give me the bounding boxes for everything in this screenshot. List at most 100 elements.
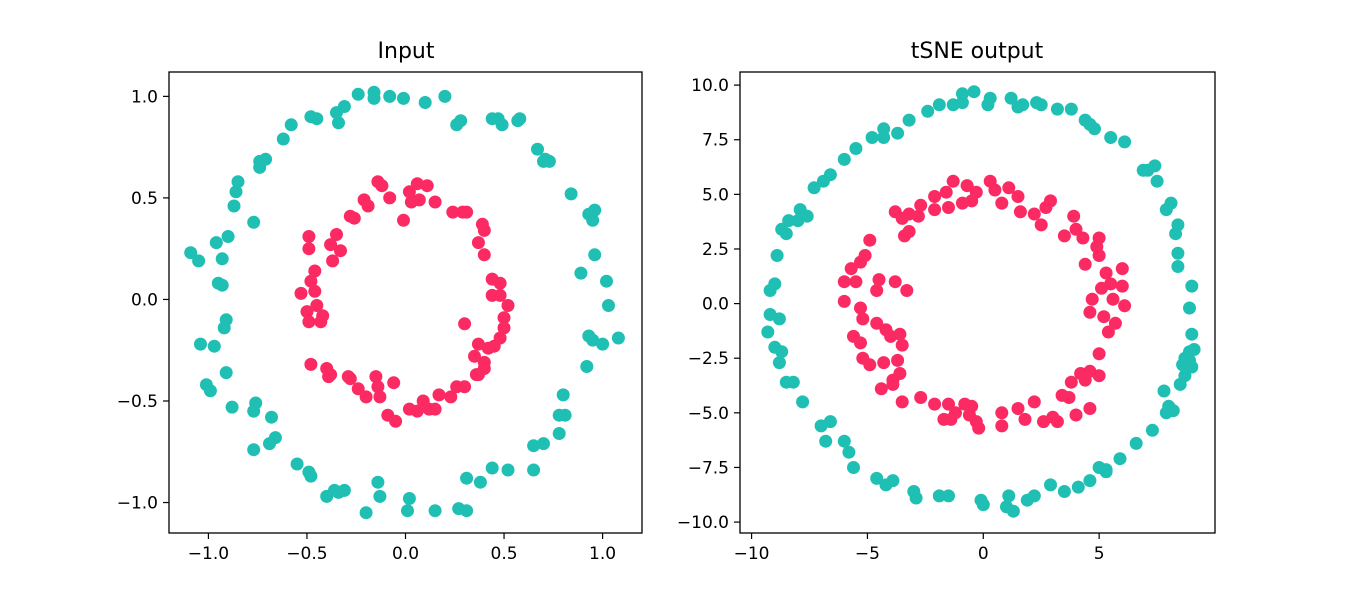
tsne-series-0-point <box>1183 301 1196 315</box>
tsne-series-1-point <box>1099 266 1113 280</box>
tsne-series-0-point <box>782 214 796 228</box>
tsne-series-0-point <box>1057 485 1071 498</box>
input-series-0-point <box>401 504 414 518</box>
tsne-series-1-point <box>893 327 907 341</box>
tsne-series-0-point <box>1118 135 1132 149</box>
tsne-series-1-point <box>995 406 1009 420</box>
tsne-y-tick-label: 0.0 <box>702 295 729 315</box>
input-series-1-point <box>371 380 385 394</box>
tsne-series-0-point <box>976 498 990 512</box>
tsne-series-1-point <box>895 338 909 352</box>
tsne-series-0-point <box>865 131 879 144</box>
input-chart-title: Input <box>378 39 435 64</box>
tsne-series-0-point <box>1185 327 1199 341</box>
tsne-series-0-point <box>1044 478 1057 492</box>
input-series-0-point <box>537 437 550 451</box>
input-series-1-point <box>497 321 511 335</box>
input-series-0-point <box>332 485 345 499</box>
input-series-1-point <box>397 213 410 227</box>
tsne-series-0-point <box>842 445 856 459</box>
input-series-1-point <box>458 380 472 394</box>
tsne-series-0-point <box>847 461 860 474</box>
input-series-1-point <box>308 264 322 278</box>
input-y-tick-label: −0.5 <box>117 392 158 412</box>
tsne-series-1-point <box>895 395 909 409</box>
tsne-x-tick-label: −10 <box>734 544 770 564</box>
tsne-series-1-point <box>863 358 877 372</box>
tsne-series-1-point <box>1078 257 1092 271</box>
input-series-0-point <box>513 112 527 126</box>
input-series-1-point <box>475 217 489 231</box>
tsne-series-0-point <box>1150 174 1164 188</box>
input-series-0-point <box>304 110 318 124</box>
tsne-series-1-point <box>928 203 942 217</box>
input-series-0-point <box>501 463 515 477</box>
tsne-series-0-point <box>772 356 786 370</box>
input-series-0-point <box>207 339 221 353</box>
input-series-0-point <box>402 492 416 505</box>
input-series-1-point <box>330 228 343 241</box>
tsne-series-0-point <box>1178 351 1192 365</box>
tsne-series-1-point <box>1115 262 1129 276</box>
input-series-0-point <box>438 89 452 103</box>
input-series-1-point <box>501 299 515 312</box>
input-series-0-point <box>460 504 474 518</box>
tsne-series-1-point <box>837 275 851 289</box>
input-series-0-point <box>194 337 207 351</box>
tsne-series-0-point <box>1000 500 1013 514</box>
input-series-0-point <box>582 329 596 343</box>
tsne-series-1-point <box>1083 402 1097 415</box>
tsne-series-0-point <box>891 126 905 140</box>
input-series-1-point <box>310 299 324 312</box>
tsne-y-tick-label: −5.0 <box>688 404 729 424</box>
tsne-series-0-point <box>1136 163 1150 177</box>
tsne-series-1-point <box>837 294 851 308</box>
input-series-1-point <box>369 370 383 384</box>
input-series-0-point <box>602 299 615 312</box>
tsne-series-1-point <box>1011 402 1025 415</box>
input-x-tick-label: 0.5 <box>491 544 518 564</box>
tsne-series-0-point <box>981 98 995 112</box>
input-y-tick-label: 0.0 <box>131 290 158 310</box>
input-series-1-point <box>477 248 491 262</box>
input-series-1-point <box>373 390 387 404</box>
tsne-series-1-point <box>1013 205 1027 219</box>
input-series-1-point <box>410 404 424 418</box>
tsne-series-0-point <box>1027 489 1041 503</box>
tsne-series-1-point <box>1062 391 1076 404</box>
input-series-1-point <box>471 337 485 351</box>
tsne-series-0-point <box>779 227 793 241</box>
input-series-0-point <box>552 427 566 440</box>
tsne-series-0-point <box>1185 360 1199 374</box>
input-series-1-point <box>302 242 316 256</box>
tsne-series-0-point <box>1113 452 1127 466</box>
input-series-1-point <box>343 372 357 386</box>
tsne-series-1-point <box>891 353 905 367</box>
input-series-0-point <box>397 91 410 105</box>
tsne-series-1-point <box>928 397 942 411</box>
tsne-series-0-point <box>932 489 946 503</box>
input-series-0-point <box>473 475 487 489</box>
tsne-series-1-point <box>872 273 886 287</box>
input-series-1-point <box>326 254 340 268</box>
tsne-points-layer <box>761 85 1201 518</box>
input-series-0-point <box>538 152 552 166</box>
tsne-series-1-point <box>1106 292 1120 306</box>
tsne-series-0-point <box>770 249 784 262</box>
tsne-series-1-point <box>995 196 1009 210</box>
tsne-series-0-point <box>1083 474 1097 488</box>
tsne-series-1-point <box>1076 231 1090 245</box>
input-series-0-point <box>225 400 239 414</box>
input-series-0-point <box>460 471 474 485</box>
tsne-series-1-point <box>895 211 909 225</box>
tsne-series-0-point <box>837 434 851 448</box>
tsne-series-0-point <box>870 471 884 485</box>
input-series-1-point <box>387 376 401 390</box>
input-series-0-point <box>531 142 544 156</box>
tsne-series-1-point <box>888 275 902 289</box>
tsne-series-0-point <box>946 98 960 112</box>
input-series-1-point <box>493 288 507 302</box>
input-series-1-point <box>493 331 507 345</box>
tsne-series-1-point <box>1115 279 1129 293</box>
